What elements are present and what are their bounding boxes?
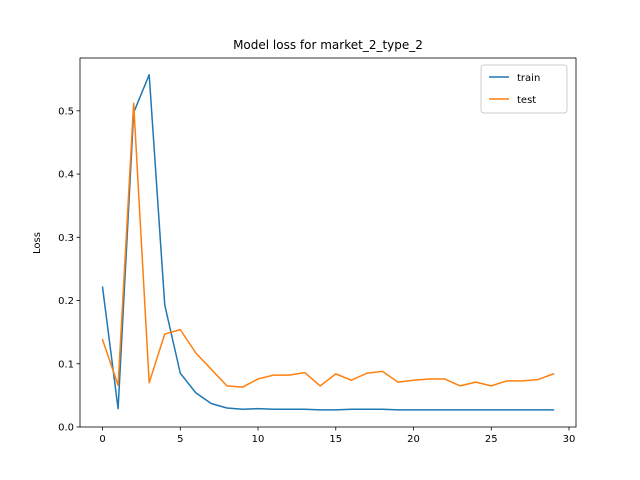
legend-label-train: train (517, 73, 540, 84)
y-tick-label: 0.3 (58, 233, 74, 244)
y-tick-label: 0.0 (58, 423, 74, 434)
axes-frame (79, 57, 577, 428)
x-tick-label: 10 (252, 434, 265, 445)
y-axis-title: Loss (32, 232, 43, 254)
legend-label-test: test (517, 95, 536, 106)
chart-title: Model loss for market_2_type_2 (233, 38, 423, 52)
x-tick-label: 5 (177, 434, 183, 445)
x-tick-label: 0 (99, 434, 105, 445)
plot-area (80, 58, 576, 427)
x-tick-label: 25 (485, 434, 498, 445)
axes-spines (79, 57, 577, 428)
series-line-train (101, 74, 555, 411)
y-tick-label: 0.2 (58, 296, 74, 307)
series-layer (101, 74, 555, 411)
x-tick-label: 15 (329, 434, 342, 445)
y-tick-label: 0.5 (58, 106, 74, 117)
x-tick-label: 20 (407, 434, 420, 445)
y-tick-label: 0.1 (58, 359, 74, 370)
x-tick-label: 30 (563, 434, 576, 445)
y-axis: 0.0 0.1 0.2 0.3 0.4 0.5 (58, 106, 80, 434)
series-line-test (101, 102, 555, 388)
plot-background (80, 58, 576, 427)
legend: train test (480, 64, 568, 114)
y-tick-label: 0.4 (58, 170, 74, 181)
x-axis: 0 5 10 15 20 25 30 (99, 427, 575, 445)
